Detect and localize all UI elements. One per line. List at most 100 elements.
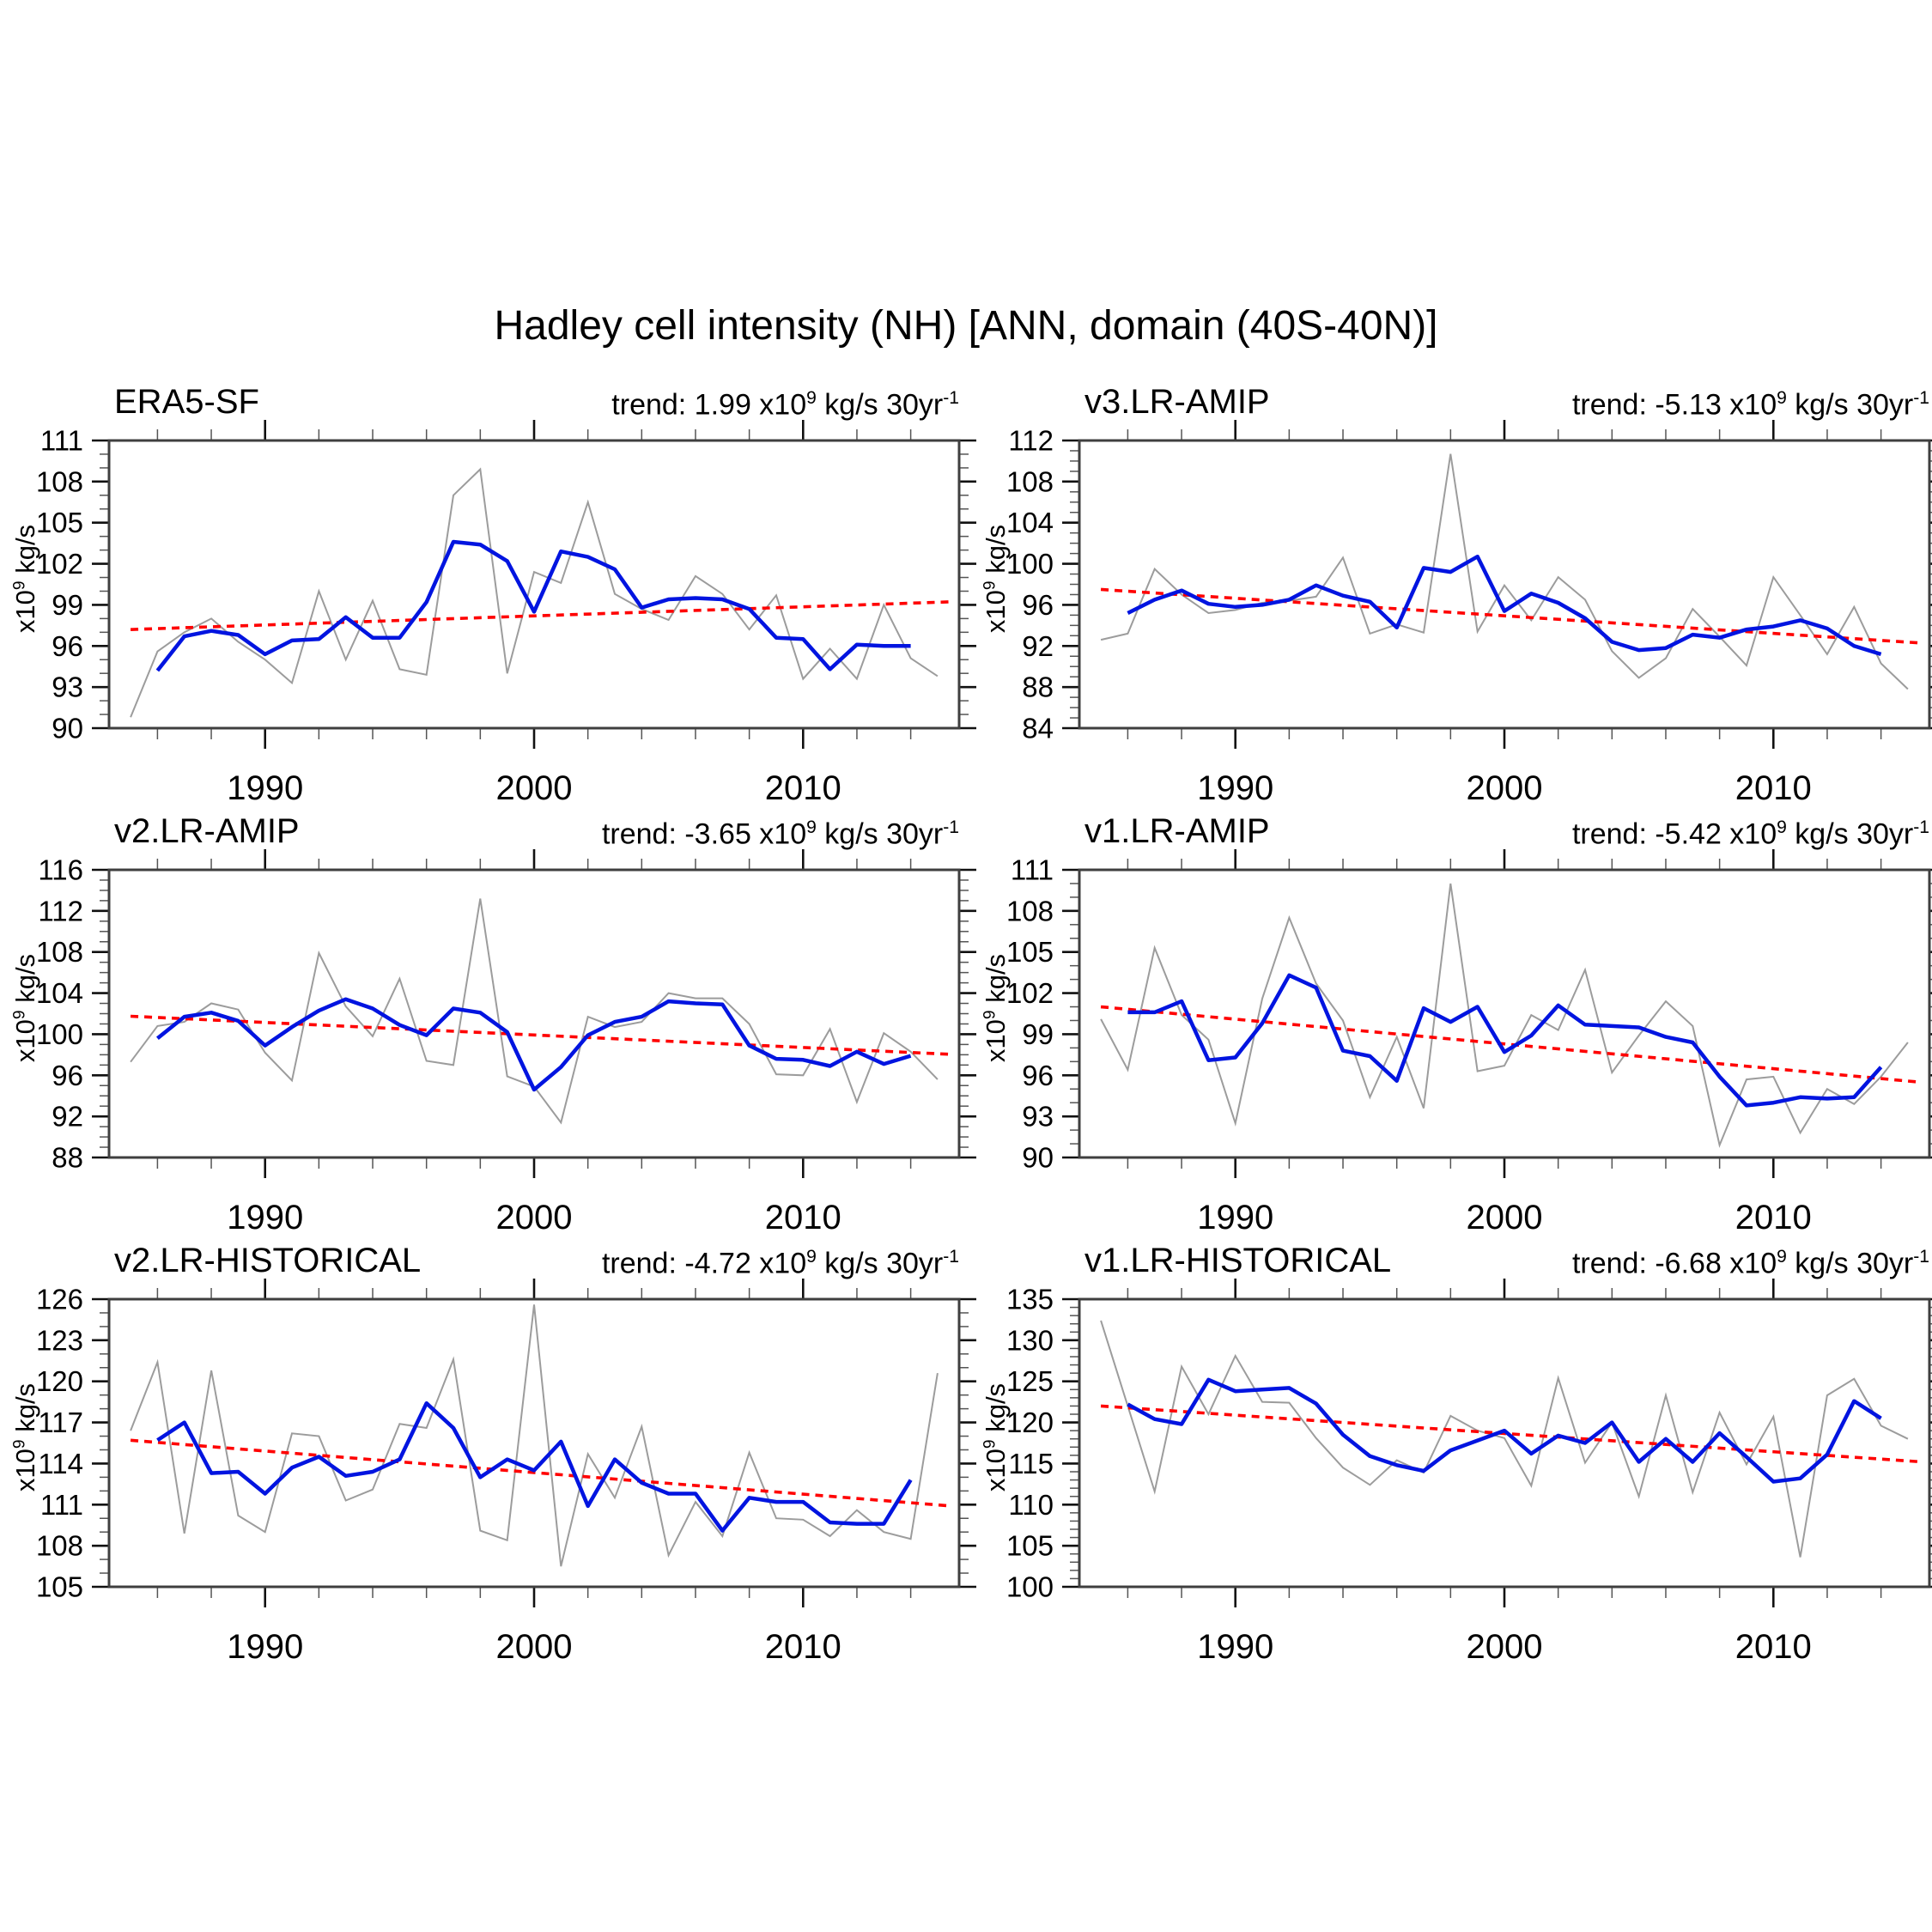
panel-title: v3.LR-AMIP	[1084, 383, 1270, 421]
y-axis-unit-label: x109 kg/s	[10, 524, 40, 634]
plot-frame	[107, 439, 961, 730]
plot-area: 84 88 92 96 100 104 108 112 1990 2000 2010	[1006, 420, 1932, 807]
annual-series-line	[1100, 883, 1909, 1148]
y-tick-label: 88	[1022, 671, 1054, 703]
y-tick-label: 92	[1022, 630, 1054, 662]
y-axis-unit-label: x109 kg/s	[10, 1382, 40, 1492]
smoothed-series-line	[156, 1400, 913, 1533]
y-tick-label: 130	[1006, 1324, 1054, 1356]
panel-title: ERA5-SF	[114, 383, 259, 421]
smoothed-series-line	[155, 539, 911, 672]
plot-frame	[1078, 868, 1931, 1159]
y-tick-label: 117	[38, 1406, 83, 1438]
figure-title: Hadley cell intensity (NH) [ANN, domain …	[494, 303, 1438, 349]
y-tick-label: 116	[38, 854, 83, 886]
y-tick-label: 102	[36, 548, 83, 580]
y-tick-label: 96	[52, 1060, 83, 1091]
y-tick-label: 104	[36, 977, 83, 1009]
trend-label: trend: -4.72 x109 kg/s 30yr-1	[601, 1247, 959, 1280]
y-tick-label: 110	[1008, 1489, 1054, 1521]
y-tick-label: 105	[1006, 1530, 1054, 1562]
x-tick-label: 1990	[1197, 769, 1273, 807]
trend-label: trend: -5.13 x109 kg/s 30yr-1	[1571, 388, 1929, 422]
panel-title: v1.LR-HISTORICAL	[1084, 1242, 1392, 1279]
y-axis-unit-label: x109 kg/s	[981, 953, 1011, 1063]
y-tick-label: 96	[1022, 1060, 1054, 1091]
plot-frame	[107, 868, 961, 1159]
panel-title: v1.LR-AMIP	[1084, 812, 1270, 850]
plot-frame	[1078, 1297, 1931, 1589]
panel-v2-lr-amip: 88 92 96 100 104 108 112 116 1990 2000 2010 v2.LR-…	[10, 805, 989, 1248]
x-tick-label: 1990	[1197, 1628, 1273, 1666]
smoothed-series-line	[155, 997, 912, 1092]
y-tick-label: 100	[1006, 1571, 1054, 1603]
y-tick-label: 102	[1006, 977, 1054, 1009]
y-axis-unit-label: x109 kg/s	[981, 524, 1011, 634]
trend-line	[1100, 1005, 1922, 1084]
x-tick-label: 2010	[765, 1199, 841, 1236]
plot-frame	[1078, 439, 1931, 730]
x-tick-label: 2000	[496, 1199, 573, 1236]
panel-title: v2.LR-HISTORICAL	[114, 1242, 422, 1279]
y-tick-label: 120	[1006, 1406, 1054, 1438]
x-tick-label: 1990	[227, 769, 303, 807]
panel-era5-sf: 90 93 96 99 102 105 108 111 1990 2000 2010 ERA5-SF…	[10, 376, 989, 818]
y-tick-label: 108	[1006, 895, 1054, 927]
y-tick-label: 99	[52, 589, 83, 621]
y-tick-label: 100	[36, 1018, 83, 1050]
y-tick-label: 111	[40, 425, 83, 457]
x-tick-label: 2000	[1467, 1199, 1543, 1236]
y-tick-label: 88	[52, 1142, 83, 1174]
y-tick-label: 111	[1011, 854, 1054, 886]
y-tick-label: 114	[38, 1448, 83, 1479]
y-tick-label: 90	[52, 713, 83, 744]
x-tick-label: 2000	[496, 769, 573, 807]
y-tick-label: 105	[36, 1571, 83, 1603]
panel-v2-lr-historical: 105 108 111 114 117 120 123 126 1990 2000 2010 v2.…	[10, 1235, 989, 1677]
plot-area: 105 108 111 114 117 120 123 126 1990 2000 2010	[36, 1279, 976, 1666]
y-tick-label: 105	[1006, 936, 1054, 968]
smoothed-series-line	[1127, 973, 1883, 1108]
y-tick-label: 96	[1022, 589, 1054, 621]
y-tick-label: 100	[1006, 548, 1054, 580]
trend-label: trend: 1.99 x109 kg/s 30yr-1	[611, 388, 959, 422]
y-tick-label: 105	[36, 507, 83, 538]
y-tick-label: 115	[1008, 1448, 1054, 1479]
trend-label: trend: -5.42 x109 kg/s 30yr-1	[1571, 817, 1929, 851]
x-tick-label: 1990	[1197, 1199, 1273, 1236]
x-tick-label: 2000	[496, 1628, 573, 1666]
y-tick-label: 104	[1006, 507, 1054, 538]
annual-series-line	[130, 1304, 939, 1567]
y-tick-label: 108	[36, 1530, 83, 1562]
y-tick-label: 123	[36, 1324, 83, 1356]
trend-label: trend: -3.65 x109 kg/s 30yr-1	[601, 817, 959, 851]
y-tick-label: 135	[1006, 1284, 1054, 1315]
trend-line	[1100, 587, 1922, 645]
annual-series-line	[130, 467, 939, 718]
panel-v3-lr-amip: 84 88 92 96 100 104 108 112 1990 2000 2010 v3.LR-A…	[981, 376, 1932, 818]
annual-series-line	[1100, 453, 1909, 690]
trend-label: trend: -6.68 x109 kg/s 30yr-1	[1571, 1247, 1929, 1280]
y-tick-label: 108	[36, 465, 83, 497]
y-tick-label: 108	[1006, 465, 1054, 497]
plot-area: 88 92 96 100 104 108 112 116 1990 2000 2010	[36, 849, 976, 1236]
panel-v1-lr-historical: 100 105 110 115 120 125 130 135 1990 2000 2010 v1.…	[981, 1235, 1932, 1677]
y-tick-label: 99	[1022, 1018, 1054, 1050]
y-axis-unit-label: x109 kg/s	[10, 953, 40, 1063]
y-tick-label: 112	[1008, 425, 1054, 457]
smoothed-series-line	[1127, 554, 1882, 657]
x-tick-label: 2000	[1467, 769, 1543, 807]
y-tick-label: 125	[1006, 1365, 1054, 1397]
plot-area: 90 93 96 99 102 105 108 111 1990 2000 2010	[36, 420, 976, 807]
y-tick-label: 126	[36, 1284, 83, 1315]
plot-area: 90 93 96 99 102 105 108 111 1990 2000 2010	[1006, 849, 1932, 1236]
x-tick-label: 1990	[227, 1199, 303, 1236]
y-tick-label: 92	[52, 1101, 83, 1133]
x-tick-label: 2010	[1735, 1628, 1812, 1666]
annual-series-line	[1100, 1320, 1909, 1558]
trend-line	[130, 1438, 951, 1508]
y-tick-label: 108	[36, 936, 83, 968]
x-tick-label: 2010	[765, 1628, 841, 1666]
x-tick-label: 1990	[227, 1628, 303, 1666]
plot-area: 100 105 110 115 120 125 130 135 1990 2000 2010	[1006, 1279, 1932, 1666]
